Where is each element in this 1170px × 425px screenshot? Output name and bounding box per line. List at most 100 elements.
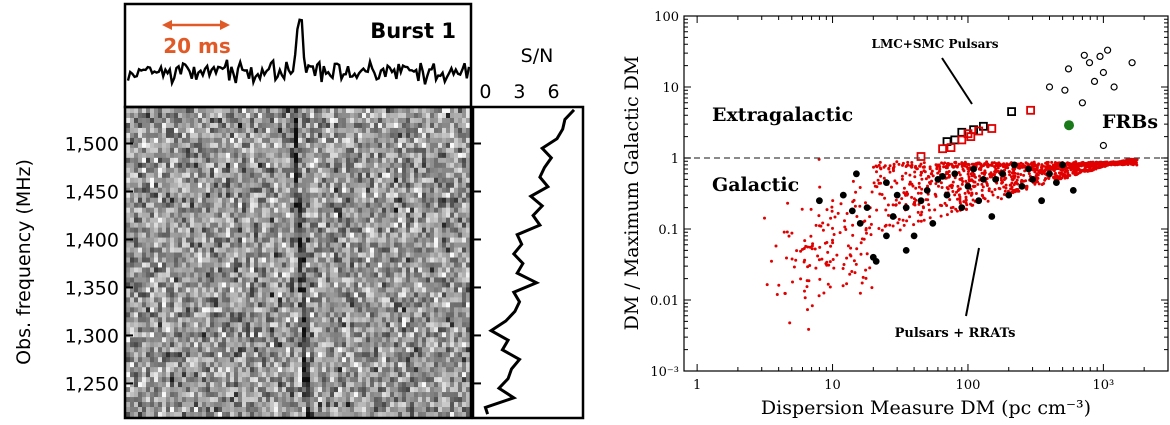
waterfall-cell [202, 152, 207, 159]
waterfall-cell [466, 347, 471, 353]
waterfall-cell [374, 182, 379, 189]
waterfall-cell [162, 302, 167, 308]
waterfall-cell [194, 242, 199, 248]
waterfall-cell [150, 177, 155, 184]
waterfall-cell [198, 247, 203, 253]
waterfall-cell [450, 312, 455, 318]
waterfall-cell [234, 167, 239, 174]
waterfall-cell [402, 162, 407, 169]
waterfall-cell [286, 312, 291, 318]
waterfall-cell [426, 147, 431, 154]
waterfall-cell [394, 122, 399, 129]
waterfall-cell [126, 287, 131, 293]
waterfall-cell [290, 242, 295, 248]
waterfall-cell [422, 142, 427, 149]
waterfall-cell [138, 267, 143, 273]
waterfall-cell [250, 307, 255, 313]
waterfall-cell [450, 187, 455, 194]
waterfall-cell [334, 207, 339, 214]
waterfall-cell [226, 302, 231, 308]
waterfall-cell [274, 152, 279, 159]
waterfall-cell [386, 212, 391, 219]
waterfall-cell [390, 217, 395, 224]
waterfall-cell [422, 382, 427, 388]
waterfall-cell [426, 117, 431, 124]
waterfall-cell [350, 362, 355, 368]
waterfall-cell [142, 322, 147, 328]
waterfall-cell [330, 297, 335, 303]
waterfall-cell [278, 142, 283, 149]
waterfall-cell [418, 317, 423, 323]
waterfall-cell [266, 232, 271, 238]
waterfall-cell [190, 357, 195, 363]
waterfall-cell [214, 127, 219, 134]
waterfall-cell [302, 277, 307, 283]
waterfall-cell [446, 267, 451, 273]
waterfall-cell [378, 257, 383, 263]
waterfall-cell [398, 322, 403, 328]
waterfall-cell [126, 177, 131, 184]
waterfall-cell [226, 157, 231, 164]
waterfall-cell [374, 117, 379, 124]
waterfall-cell [266, 367, 271, 373]
waterfall-cell [210, 292, 215, 298]
waterfall-cell [414, 302, 419, 308]
waterfall-cell [222, 387, 227, 393]
waterfall-cell [250, 247, 255, 253]
waterfall-cell [374, 392, 379, 398]
waterfall-cell [294, 372, 299, 378]
waterfall-cell [278, 382, 283, 388]
waterfall-cell [238, 147, 243, 154]
waterfall-cell [150, 347, 155, 353]
waterfall-cell [198, 217, 203, 224]
waterfall-cell [334, 147, 339, 154]
waterfall-cell [370, 367, 375, 373]
waterfall-cell [394, 362, 399, 368]
waterfall-cell [206, 232, 211, 238]
waterfall-cell [350, 377, 355, 383]
waterfall-cell [166, 302, 171, 308]
waterfall-cell [178, 342, 183, 348]
waterfall-cell [402, 182, 407, 189]
waterfall-cell [238, 317, 243, 323]
waterfall-cell [242, 172, 247, 179]
waterfall-cell [342, 282, 347, 288]
waterfall-cell [434, 337, 439, 343]
waterfall-cell [174, 222, 179, 229]
waterfall-cell [166, 227, 171, 233]
waterfall-cell [450, 152, 455, 159]
waterfall-cell [162, 192, 167, 199]
waterfall-cell [390, 297, 395, 303]
waterfall-cell [262, 162, 267, 169]
waterfall-cell [202, 207, 207, 214]
waterfall-cell [142, 297, 147, 303]
waterfall-cell [158, 352, 163, 358]
waterfall-cell [394, 262, 399, 268]
waterfall-cell [154, 382, 159, 388]
waterfall-cell [422, 202, 427, 209]
waterfall-cell [326, 152, 331, 159]
waterfall-cell [158, 277, 163, 283]
waterfall-cell [342, 372, 347, 378]
waterfall-cell [462, 382, 467, 388]
waterfall-cell [430, 352, 435, 358]
waterfall-cell [254, 352, 259, 358]
waterfall-cell [194, 287, 199, 293]
waterfall-cell [394, 202, 399, 209]
waterfall-cell [194, 307, 199, 313]
waterfall-cell [234, 177, 239, 184]
waterfall-cell [446, 352, 451, 358]
waterfall-cell [262, 347, 267, 353]
waterfall-cell [242, 372, 247, 378]
waterfall-cell [186, 162, 191, 169]
waterfall-cell [342, 212, 347, 219]
waterfall-cell [206, 262, 211, 268]
waterfall-cell [370, 212, 375, 219]
waterfall-cell [446, 297, 451, 303]
waterfall-cell [126, 207, 131, 214]
waterfall-cell [418, 167, 423, 174]
waterfall-cell [310, 227, 315, 233]
waterfall-cell [142, 207, 147, 214]
waterfall-cell [230, 352, 235, 358]
waterfall-cell [206, 337, 211, 343]
